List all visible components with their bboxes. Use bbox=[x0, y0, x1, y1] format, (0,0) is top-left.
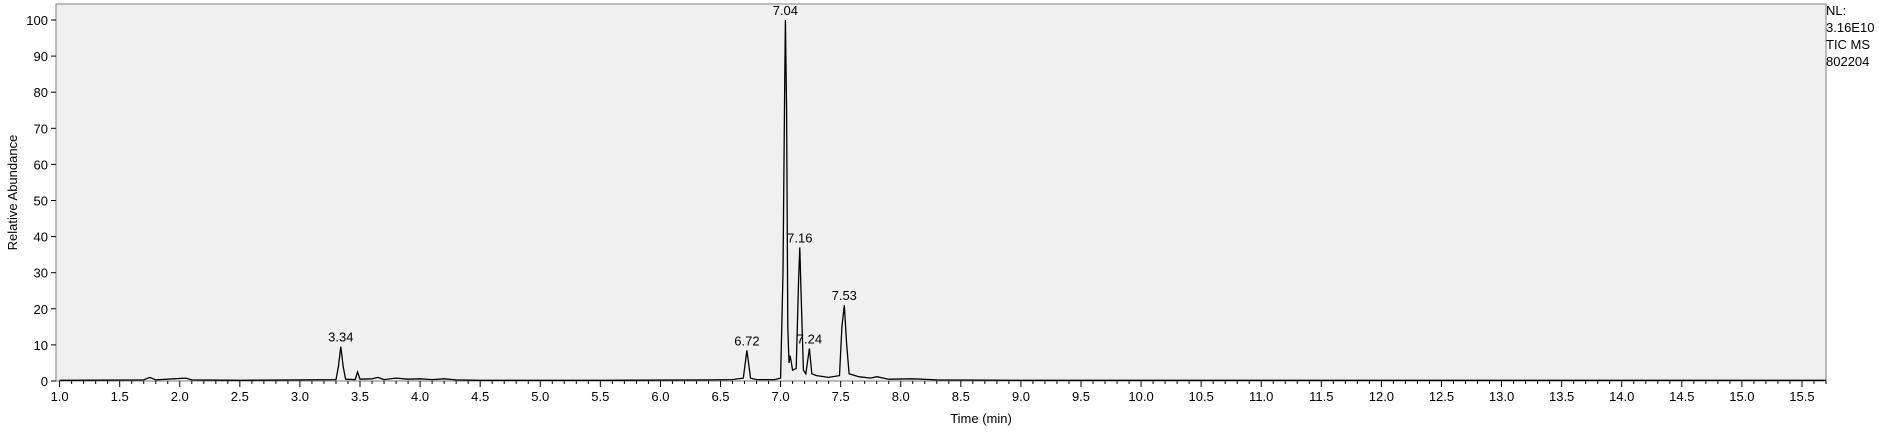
y-tick-label: 20 bbox=[34, 302, 48, 317]
x-tick-label: 12.0 bbox=[1369, 389, 1394, 404]
y-tick-label: 40 bbox=[34, 230, 48, 245]
peak-label: 7.24 bbox=[797, 332, 822, 347]
x-tick-label: 7.5 bbox=[832, 389, 850, 404]
x-tick-label: 4.5 bbox=[471, 389, 489, 404]
x-tick-label: 2.5 bbox=[231, 389, 249, 404]
y-tick-label: 50 bbox=[34, 194, 48, 209]
peak-label: 7.04 bbox=[773, 3, 798, 18]
y-tick-label: 30 bbox=[34, 266, 48, 281]
file-name: 802204 bbox=[1826, 54, 1870, 69]
y-tick-label: 0 bbox=[41, 374, 48, 389]
y-tick-label: 10 bbox=[34, 338, 48, 353]
x-tick-label: 3.0 bbox=[291, 389, 309, 404]
normalization-info: NL: 3.16E10 TIC MS 802204 bbox=[1826, 2, 1874, 70]
x-tick-label: 1.0 bbox=[51, 389, 69, 404]
nl-label: NL: bbox=[1826, 3, 1847, 18]
y-tick-label: 70 bbox=[34, 121, 48, 136]
plot-area bbox=[55, 3, 1827, 382]
x-tick-label: 15.5 bbox=[1789, 389, 1814, 404]
x-tick-label: 6.5 bbox=[711, 389, 729, 404]
x-tick-label: 9.0 bbox=[1012, 389, 1030, 404]
y-tick-label: 90 bbox=[34, 49, 48, 64]
x-tick-label: 10.5 bbox=[1188, 389, 1213, 404]
x-tick-label: 1.5 bbox=[111, 389, 129, 404]
x-tick-label: 6.0 bbox=[651, 389, 669, 404]
x-tick-label: 13.5 bbox=[1549, 389, 1574, 404]
x-tick-label: 8.5 bbox=[952, 389, 970, 404]
x-tick-label: 15.0 bbox=[1729, 389, 1754, 404]
y-axis-title: Relative Abundance bbox=[5, 135, 20, 251]
x-tick-label: 2.0 bbox=[171, 389, 189, 404]
scan-filter: TIC MS bbox=[1826, 37, 1871, 52]
peak-label: 6.72 bbox=[734, 333, 759, 348]
x-tick-label: 14.0 bbox=[1609, 389, 1634, 404]
x-tick-label: 4.0 bbox=[411, 389, 429, 404]
x-tick-label: 11.0 bbox=[1249, 389, 1273, 404]
x-tick-label: 12.5 bbox=[1429, 389, 1454, 404]
x-tick-label: 9.5 bbox=[1072, 389, 1090, 404]
x-axis-title: Time (min) bbox=[950, 411, 1012, 426]
x-tick-label: 10.0 bbox=[1128, 389, 1153, 404]
peak-label: 7.53 bbox=[832, 288, 857, 303]
y-tick-label: 60 bbox=[34, 157, 48, 172]
x-tick-label: 5.5 bbox=[591, 389, 609, 404]
x-tick-label: 13.0 bbox=[1489, 389, 1514, 404]
x-tick-label: 3.5 bbox=[351, 389, 369, 404]
peak-label: 3.34 bbox=[328, 330, 353, 345]
chromatogram-trace bbox=[59, 19, 1826, 381]
x-tick-label: 5.0 bbox=[531, 389, 549, 404]
peak-label: 7.16 bbox=[787, 230, 812, 245]
y-tick-label: 80 bbox=[34, 85, 48, 100]
x-tick-label: 8.0 bbox=[892, 389, 910, 404]
x-tick-label: 7.0 bbox=[772, 389, 790, 404]
y-tick-label: 100 bbox=[26, 13, 48, 28]
x-tick-label: 11.5 bbox=[1309, 389, 1333, 404]
x-tick-label: 14.5 bbox=[1669, 389, 1694, 404]
nl-value: 3.16E10 bbox=[1826, 20, 1875, 35]
